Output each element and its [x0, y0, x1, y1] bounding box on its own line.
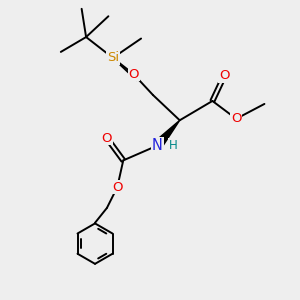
- Text: N: N: [152, 138, 163, 153]
- Text: O: O: [231, 112, 242, 125]
- Text: H: H: [169, 139, 177, 152]
- Text: O: O: [112, 181, 123, 194]
- Text: O: O: [102, 132, 112, 145]
- Polygon shape: [154, 120, 180, 149]
- Text: Si: Si: [107, 51, 119, 64]
- Text: O: O: [219, 69, 230, 82]
- Text: O: O: [128, 68, 139, 81]
